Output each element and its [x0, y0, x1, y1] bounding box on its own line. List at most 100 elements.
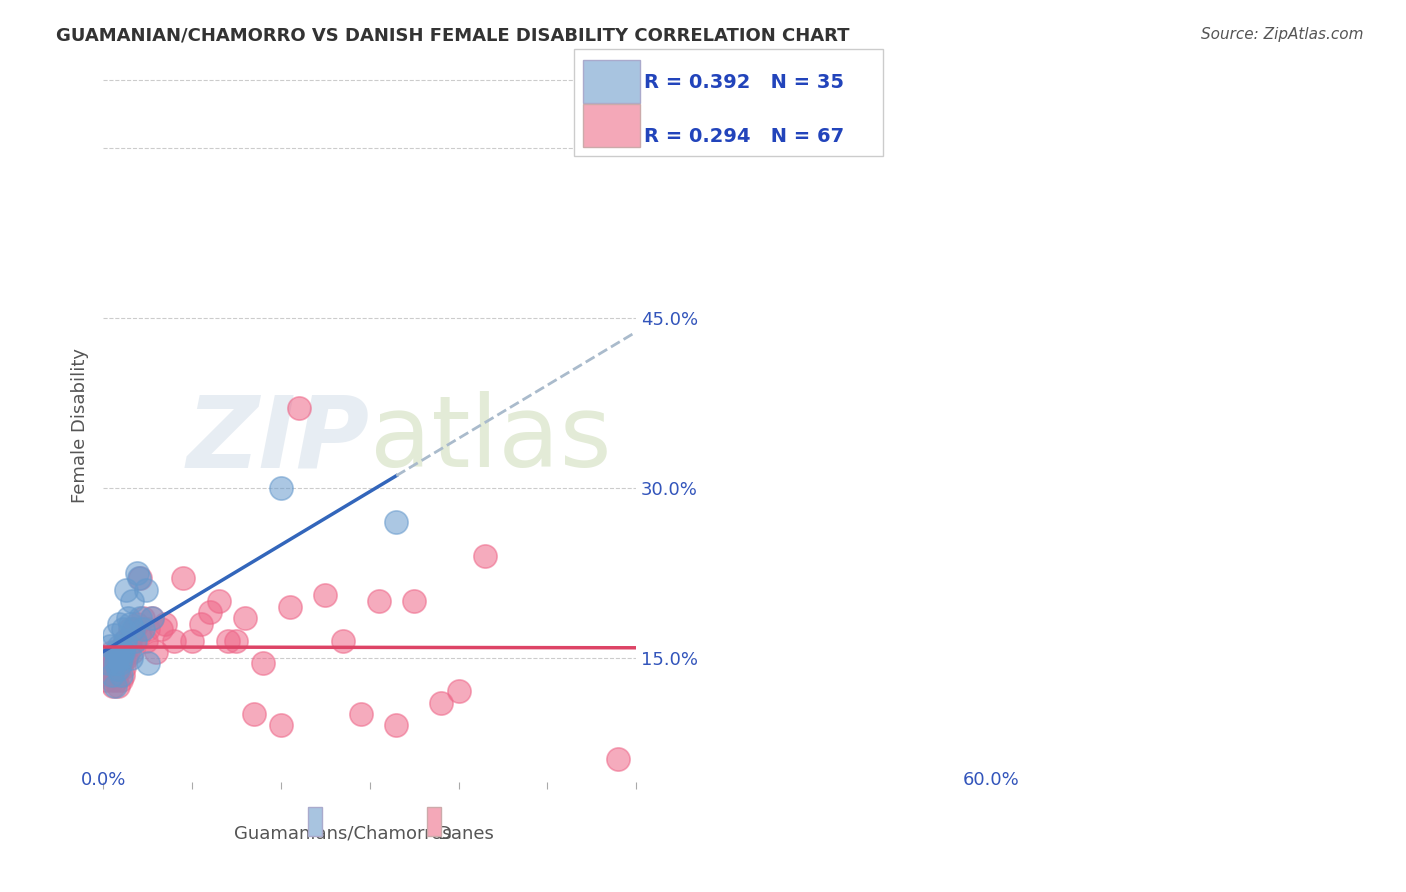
- Point: [145, 645, 167, 659]
- Point: [117, 611, 139, 625]
- Point: [117, 645, 139, 659]
- Point: [190, 616, 212, 631]
- Point: [270, 481, 292, 495]
- Point: [135, 582, 157, 597]
- Point: [98, 650, 121, 665]
- Point: [98, 639, 121, 653]
- Point: [149, 622, 172, 636]
- Point: [114, 645, 136, 659]
- Point: [101, 667, 124, 681]
- Point: [110, 673, 132, 688]
- Point: [287, 401, 309, 416]
- Point: [108, 650, 131, 665]
- Point: [94, 673, 117, 688]
- Point: [135, 633, 157, 648]
- Point: [114, 633, 136, 648]
- Point: [122, 622, 145, 636]
- Point: [118, 616, 141, 631]
- Point: [112, 659, 135, 673]
- Point: [111, 645, 134, 659]
- Point: [111, 645, 134, 659]
- Point: [104, 650, 127, 665]
- Point: [105, 656, 128, 670]
- Point: [101, 673, 124, 688]
- Point: [111, 622, 134, 636]
- Text: R = 0.392   N = 35: R = 0.392 N = 35: [644, 73, 844, 92]
- Text: ZIP: ZIP: [187, 391, 370, 488]
- Point: [129, 611, 152, 625]
- Point: [118, 639, 141, 653]
- Point: [115, 582, 138, 597]
- Point: [132, 622, 155, 636]
- Point: [121, 645, 143, 659]
- Text: Source: ZipAtlas.com: Source: ZipAtlas.com: [1201, 27, 1364, 42]
- Point: [98, 662, 121, 676]
- Point: [141, 611, 163, 625]
- Point: [115, 650, 138, 665]
- Point: [278, 599, 301, 614]
- Point: [132, 611, 155, 625]
- Point: [111, 645, 134, 659]
- Point: [105, 650, 128, 665]
- Point: [136, 656, 159, 670]
- Point: [121, 628, 143, 642]
- Point: [104, 662, 127, 676]
- Point: [108, 656, 131, 670]
- Point: [217, 633, 239, 648]
- Point: [110, 650, 132, 665]
- Point: [124, 633, 146, 648]
- Point: [107, 662, 129, 676]
- Point: [125, 616, 148, 631]
- Point: [128, 628, 150, 642]
- Point: [225, 633, 247, 648]
- Point: [474, 549, 496, 563]
- Point: [607, 752, 630, 766]
- Point: [103, 628, 125, 642]
- Point: [120, 650, 142, 665]
- Point: [101, 679, 124, 693]
- Text: 60.0%: 60.0%: [963, 772, 1019, 789]
- Point: [107, 679, 129, 693]
- Point: [104, 679, 127, 693]
- Text: Danes: Danes: [437, 825, 494, 843]
- Point: [97, 656, 120, 670]
- Point: [110, 667, 132, 681]
- Text: Guamanians/Chamorros: Guamanians/Chamorros: [235, 825, 451, 843]
- Point: [104, 667, 127, 681]
- Point: [108, 616, 131, 631]
- Point: [350, 707, 373, 722]
- Point: [105, 673, 128, 688]
- Point: [128, 571, 150, 585]
- Point: [97, 656, 120, 670]
- Point: [404, 594, 426, 608]
- Point: [243, 707, 266, 722]
- Point: [141, 611, 163, 625]
- Point: [114, 633, 136, 648]
- Point: [125, 566, 148, 580]
- Point: [101, 645, 124, 659]
- Point: [367, 594, 389, 608]
- Point: [121, 594, 143, 608]
- Point: [270, 718, 292, 732]
- Point: [447, 684, 470, 698]
- Point: [105, 656, 128, 670]
- Point: [252, 656, 274, 670]
- Point: [103, 656, 125, 670]
- Point: [198, 605, 221, 619]
- Point: [97, 667, 120, 681]
- Text: 0.0%: 0.0%: [80, 772, 125, 789]
- Point: [129, 571, 152, 585]
- FancyBboxPatch shape: [427, 807, 440, 836]
- Point: [122, 633, 145, 648]
- Point: [112, 639, 135, 653]
- Point: [314, 588, 336, 602]
- Point: [105, 645, 128, 659]
- Point: [108, 639, 131, 653]
- Point: [429, 696, 451, 710]
- Point: [172, 571, 194, 585]
- Point: [181, 633, 204, 648]
- Point: [385, 718, 408, 732]
- Point: [332, 633, 354, 648]
- Point: [108, 662, 131, 676]
- Point: [111, 667, 134, 681]
